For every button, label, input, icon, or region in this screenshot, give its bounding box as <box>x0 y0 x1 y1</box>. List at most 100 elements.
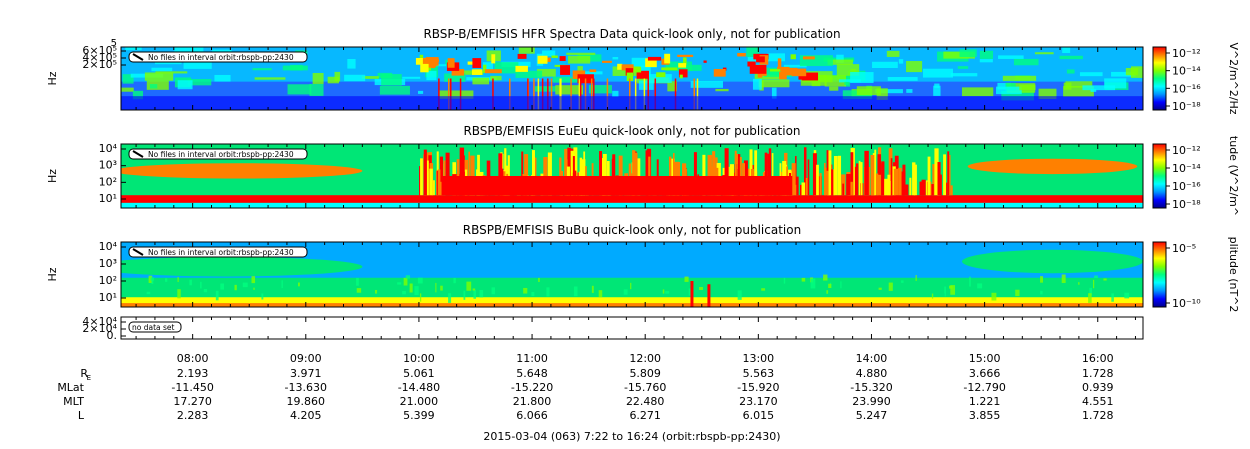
spectrogram-cell <box>957 66 969 69</box>
spectrogram-cell <box>546 287 550 297</box>
spectrogram-burst <box>560 65 571 75</box>
spectrogram-cell <box>684 276 689 282</box>
spectrogram-spike <box>459 78 462 110</box>
spectrogram-cell <box>827 59 853 65</box>
spectrogram-cell <box>933 85 941 96</box>
spectrogram-cell <box>665 291 670 294</box>
spectrogram-burst <box>431 180 435 196</box>
spectrogram-cell <box>155 71 188 74</box>
spectrogram-cell <box>1065 81 1093 88</box>
spectrogram-cell <box>402 76 421 79</box>
spectrogram-burst <box>791 163 796 196</box>
spectrogram-cell <box>783 277 786 284</box>
spectrogram-cell <box>490 75 502 81</box>
spectrogram-cell <box>212 49 232 53</box>
spectrogram-cell <box>144 72 174 81</box>
spectrogram-spike <box>647 78 649 110</box>
ephemeris-value: 6.066 <box>516 409 548 422</box>
colorbar-label: plitude (nT^2 <box>1227 237 1240 313</box>
spectrogram-cell <box>737 290 742 300</box>
spectrogram-cell <box>950 285 956 295</box>
spectrogram-cell <box>754 74 784 80</box>
spectrogram-burst <box>893 168 899 196</box>
spectrogram-cell <box>187 79 212 86</box>
spectrogram-cell <box>844 81 849 86</box>
spectrogram-cell <box>242 282 248 288</box>
spectrogram-burst <box>599 151 603 196</box>
spectrogram-cell <box>150 277 155 281</box>
spectrogram-cell <box>523 287 528 294</box>
spectrogram-spike <box>509 78 511 110</box>
spectrogram-burst <box>791 68 807 77</box>
spectrogram-cell <box>1125 68 1139 76</box>
spectrogram-burst <box>754 150 758 196</box>
spectrogram-cell <box>826 290 829 294</box>
y-axis-label: Hz <box>46 169 59 183</box>
spectrogram-cell <box>996 86 1022 95</box>
ephemeris-value: -12.790 <box>963 381 1005 394</box>
ephemeris-value: 1.221 <box>969 395 1001 408</box>
spectrogram-burst <box>426 160 429 196</box>
spectrogram-cell <box>534 86 556 92</box>
spectrogram-cell <box>466 281 472 291</box>
ephemeris-value: 3.971 <box>290 367 322 380</box>
spectrogram-burst <box>932 164 936 196</box>
spectrogram-cell <box>850 72 874 83</box>
spectrogram-burst <box>447 58 455 68</box>
spectrogram-burst <box>777 66 790 72</box>
spectrogram-burst <box>524 154 529 196</box>
spectrogram-burst <box>887 174 891 196</box>
spectrogram-burst <box>943 154 947 196</box>
spectrogram-cell <box>440 285 443 291</box>
spectrogram-burst <box>515 65 528 72</box>
spectrogram-cell <box>121 87 134 92</box>
spectrogram-cell <box>177 289 181 299</box>
plot-frame <box>120 241 1144 308</box>
spectrogram-cell <box>374 289 378 294</box>
x-tick-label: 15:00 <box>969 352 1001 365</box>
spectrogram-cell <box>361 76 379 79</box>
spectrogram-cell <box>1079 72 1103 77</box>
spectrogram-cell <box>997 82 1011 90</box>
spectrogram-spike <box>547 78 549 110</box>
spectrogram-burst <box>702 154 706 196</box>
spectrogram-cell <box>961 87 994 97</box>
spectrogram-burst <box>939 174 942 196</box>
spectrogram-burst <box>439 181 442 196</box>
spectrogram-cell <box>531 291 535 296</box>
spectrogram-burst <box>790 54 796 60</box>
note-box <box>128 246 308 258</box>
spectrogram-spike <box>579 78 582 110</box>
plot-frame <box>120 316 1144 340</box>
spectrogram-cell <box>439 90 474 99</box>
spectrogram-burst <box>848 181 853 196</box>
note-icon <box>132 53 144 61</box>
spectrogram-burst <box>801 182 806 196</box>
ephemeris-value: 21.800 <box>513 395 552 408</box>
spectrogram-cell <box>886 50 900 57</box>
spectrogram-cell <box>998 55 1024 59</box>
spectrogram-cell <box>254 77 286 80</box>
spectrogram-burst <box>647 56 662 61</box>
spectrogram-burst <box>472 58 482 68</box>
spectrogram-spike <box>693 78 696 110</box>
spectrogram-cell <box>1038 88 1057 100</box>
spectrogram-burst <box>467 61 475 65</box>
spectrogram-cell <box>309 83 324 96</box>
spectrogram-cell <box>381 74 402 86</box>
ephemeris-value: 22.480 <box>626 395 665 408</box>
spectrogram-floor <box>121 202 1143 208</box>
y-tick-label: 10³ <box>99 257 117 270</box>
spectrogram-spike <box>593 78 595 110</box>
spectrogram-burst <box>807 159 810 196</box>
y-tick-label: 4×10⁵ <box>82 51 117 64</box>
spectrogram-burst <box>824 170 829 196</box>
spectrogram-cell <box>436 64 447 67</box>
ephemeris-value: -13.630 <box>285 381 327 394</box>
spectrogram-cell <box>934 83 940 88</box>
spectrogram-core <box>441 176 793 196</box>
spectrogram-cell <box>148 275 153 283</box>
spectrogram-cell <box>991 292 997 301</box>
spectrogram-burst <box>618 155 623 196</box>
ephemeris-value: 23.170 <box>739 395 778 408</box>
